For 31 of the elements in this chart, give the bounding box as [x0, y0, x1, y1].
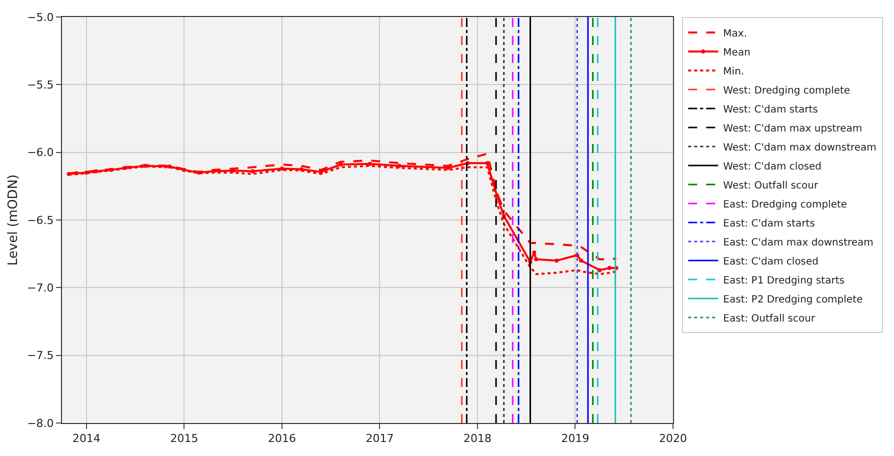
legend-label: East: P2 Dredging complete — [723, 294, 863, 306]
x-tick-label: 2017 — [366, 432, 394, 446]
x-tick-label: 2020 — [659, 432, 687, 446]
x-tick-label: 2018 — [463, 432, 492, 446]
legend-label: East: C'dam max downstream — [723, 237, 874, 248]
y-tick-label: −7.5 — [27, 349, 54, 362]
x-tick-label: 2015 — [170, 432, 198, 446]
legend-label: Min. — [723, 66, 744, 78]
legend-label: East: P1 Dredging starts — [723, 275, 844, 286]
x-tick-label: 2019 — [561, 432, 590, 446]
y-axis-title: Level (mODN) — [6, 174, 22, 266]
y-tick-label: −8.0 — [27, 416, 54, 430]
legend-label: Max. — [723, 28, 748, 40]
legend-label: West: C'dam max upstream — [723, 123, 862, 134]
y-tick-label: −5.5 — [27, 78, 54, 92]
legend-label: West: C'dam closed — [723, 161, 822, 172]
legend-label: West: Outfall scour — [723, 180, 819, 192]
legend-label: West: C'dam max downstream — [723, 142, 876, 154]
legend-label: West: Dredging complete — [723, 85, 850, 96]
legend-label: East: Dredging complete — [723, 199, 848, 210]
y-tick-label: −5.0 — [27, 10, 54, 24]
legend-label: East: C'dam starts — [723, 218, 815, 230]
legend-label: East: C'dam closed — [723, 256, 819, 268]
x-tick-label: 2014 — [72, 432, 100, 446]
legend-label: East: Outfall scour — [723, 313, 816, 324]
y-tick-label: −6.0 — [27, 146, 54, 160]
y-tick-label: −7.0 — [27, 282, 54, 295]
x-tick-label: 2016 — [268, 432, 296, 446]
y-tick-label: −6.5 — [27, 214, 54, 227]
legend-label: Mean — [723, 47, 750, 58]
legend-label: West: C'dam starts — [723, 104, 818, 116]
